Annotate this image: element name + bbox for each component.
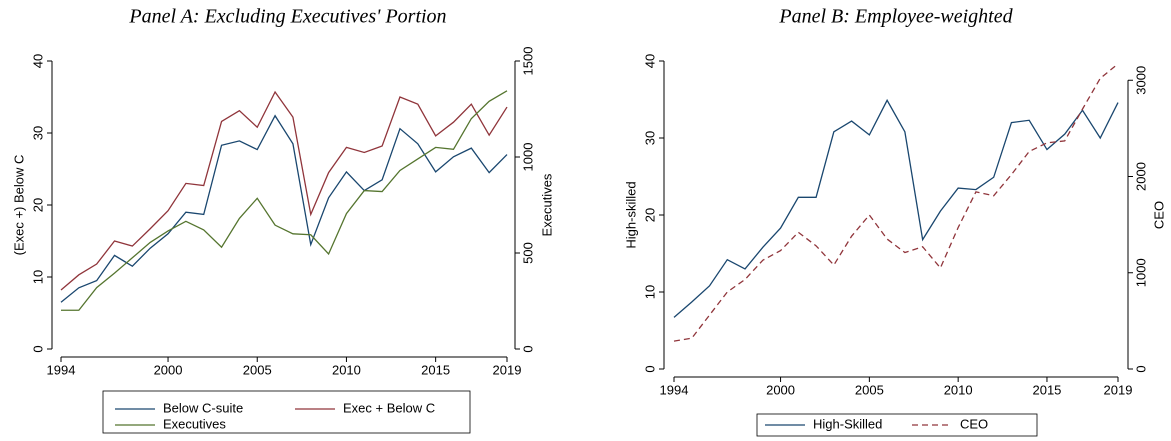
x-tick-label: 2010 [944, 382, 973, 397]
legend-label: CEO [960, 416, 988, 431]
y2-tick-label: 1000 [1133, 258, 1148, 287]
x-tick-label: 2010 [332, 362, 361, 377]
y2-tick-label: 1000 [520, 143, 535, 172]
x-tick-label: 2019 [1104, 382, 1133, 397]
series-line [61, 90, 508, 311]
legend-label: Executives [163, 416, 226, 431]
y-axis-label: High-skilled [623, 181, 638, 248]
x-tick-label: 2015 [421, 362, 450, 377]
series-line [60, 114, 508, 303]
y-tick-label: 20 [642, 208, 657, 222]
series-line [673, 98, 1119, 318]
x-tick-label: 2015 [1032, 382, 1061, 397]
x-tick-label: 2019 [493, 362, 522, 377]
legend-label: High-Skilled [813, 416, 882, 431]
y2-tick-label: 500 [520, 242, 535, 264]
y2-tick-label: 0 [520, 345, 535, 352]
chart-title: Panel A: Excluding Executives' Portion [128, 6, 446, 28]
y-tick-label: 40 [30, 54, 45, 68]
x-tick-label: 1994 [660, 382, 689, 397]
y2-tick-label: 0 [1133, 365, 1148, 372]
legend-label: Below C-suite [163, 400, 243, 415]
series-line [673, 63, 1119, 342]
y2-axis-label: Executives [539, 173, 554, 236]
x-tick-label: 2005 [855, 382, 884, 397]
x-tick-label: 1994 [47, 362, 76, 377]
y-tick-label: 30 [642, 131, 657, 145]
y-tick-label: 20 [30, 198, 45, 212]
y2-tick-label: 1500 [520, 47, 535, 76]
y-tick-label: 0 [642, 365, 657, 372]
legend-box [756, 413, 1038, 437]
x-tick-label: 2005 [243, 362, 272, 377]
y-axis-label: (Exec +) Below C [11, 155, 26, 256]
legend-box [102, 390, 471, 434]
legend-label: Exec + Below C [343, 400, 435, 415]
x-tick-label: 2000 [154, 362, 183, 377]
y-tick-label: 40 [642, 54, 657, 68]
y2-axis-label: CEO [1151, 201, 1166, 229]
y-tick-label: 30 [30, 126, 45, 140]
chart-title: Panel B: Employee-weighted [778, 6, 1013, 28]
y-tick-label: 10 [642, 285, 657, 299]
y2-tick-label: 3000 [1133, 66, 1148, 95]
y-tick-label: 0 [30, 345, 45, 352]
y2-tick-label: 2000 [1133, 162, 1148, 191]
x-tick-label: 2000 [766, 382, 795, 397]
series-line [60, 90, 508, 291]
y-tick-label: 10 [30, 270, 45, 284]
